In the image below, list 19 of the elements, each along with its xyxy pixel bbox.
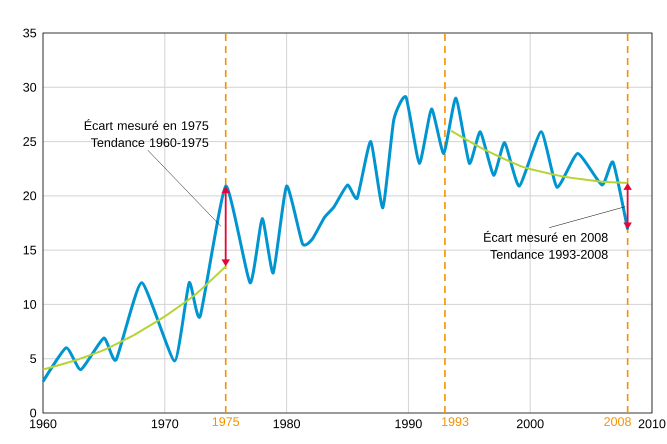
y-tick-label: 15 [24, 246, 36, 254]
annotation: Écart mesuré en 1975 Tendance 1960-1975 [84, 119, 208, 148]
x-tick-label: 1990 [395, 419, 422, 428]
x-tick-label: 2000 [516, 419, 544, 428]
x-tick-label: 1960 [30, 419, 56, 428]
y-tick-label: 35 [23, 28, 36, 38]
y-tick-label: 5 [30, 354, 36, 364]
x-tick-label: 2010 [638, 419, 666, 428]
y-tick-label: 10 [24, 300, 36, 309]
ref-line-label: 1975 [212, 417, 240, 426]
ref-line-label: 1993 [442, 417, 468, 426]
y-tick-label: 25 [23, 137, 36, 146]
y-tick-label: 0 [30, 408, 36, 418]
x-tick-label: 1970 [152, 419, 178, 428]
ref-line-label: 2008 [604, 417, 631, 426]
annotation: Écart mesuré en 2008 Tendance 1993-2008 [484, 230, 608, 259]
y-tick-label: 30 [23, 82, 36, 92]
y-tick-label: 20 [23, 191, 36, 200]
x-tick-label: 1980 [274, 419, 300, 428]
